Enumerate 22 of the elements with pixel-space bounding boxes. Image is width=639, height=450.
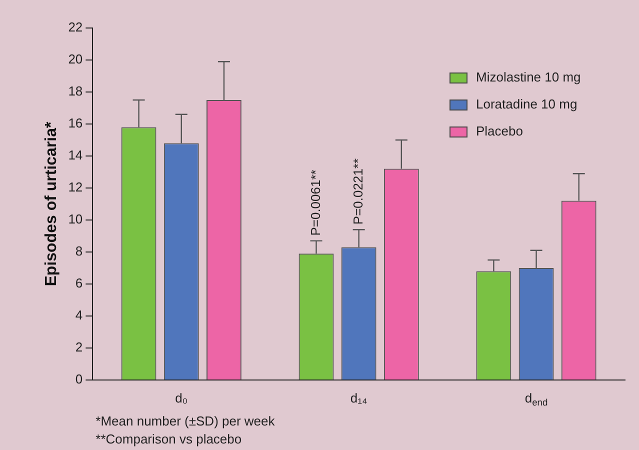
legend-label: Loratadine 10 mg	[476, 96, 578, 112]
annotation: P=0.0061**	[308, 170, 323, 236]
x-tick-label: d₀	[175, 390, 188, 406]
y-tick-label: 10	[68, 212, 83, 227]
text: *Mean number (±SD) per week	[96, 414, 276, 429]
x-tick-label: d₁₄	[350, 390, 368, 406]
y-tick-label: 4	[75, 308, 83, 323]
y-tick-label: 16	[68, 116, 83, 131]
text: **Comparison vs placebo	[96, 432, 242, 447]
y-tick-label: 18	[68, 84, 83, 99]
y-tick-label: 0	[75, 372, 83, 387]
y-tick-label: 12	[68, 180, 83, 195]
y-tick-label: 20	[68, 52, 83, 67]
y-tick-label: 22	[68, 20, 83, 35]
annotation: P=0.0221**	[350, 158, 366, 225]
legend-label: Mizolastine 10 mg	[476, 70, 581, 85]
y-tick-label: 8	[75, 244, 83, 259]
y-tick-label: 6	[75, 276, 83, 291]
y-axis-title: Episodes of urticaria*	[43, 120, 60, 286]
legend-label: Placebo	[476, 124, 523, 139]
y-tick-label: 2	[75, 340, 83, 355]
y-tick-label: 14	[68, 148, 83, 163]
